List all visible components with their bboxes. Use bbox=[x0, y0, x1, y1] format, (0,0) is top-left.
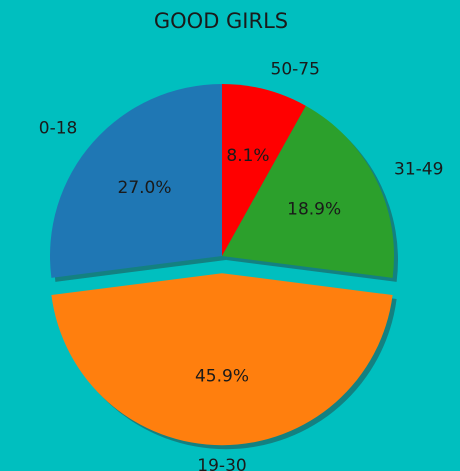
pct-label-31-49: 18.9% bbox=[287, 200, 341, 220]
pct-label-50-75: 8.1% bbox=[226, 146, 269, 166]
pct-label-0-18: 27.0% bbox=[118, 178, 172, 198]
slice-label-31-49: 31-49 bbox=[394, 159, 443, 179]
slice-50-75 bbox=[222, 84, 306, 256]
slice-31-49 bbox=[222, 105, 394, 278]
chart-title: GOOD GIRLS bbox=[154, 9, 288, 33]
slice-label-19-30: 19-30 bbox=[197, 456, 246, 471]
pct-label-19-30: 45.9% bbox=[195, 366, 249, 386]
label-layer: 50-75 8.1% 31-49 18.9% 19-30 45.9% 0-18 27.0% bbox=[39, 60, 444, 471]
slice-0-18 bbox=[49, 84, 222, 278]
slice-label-50-75: 50-75 bbox=[271, 60, 320, 80]
slice-layer bbox=[49, 84, 394, 446]
slice-19-30 bbox=[51, 273, 393, 446]
slice-label-0-18: 0-18 bbox=[39, 119, 78, 139]
